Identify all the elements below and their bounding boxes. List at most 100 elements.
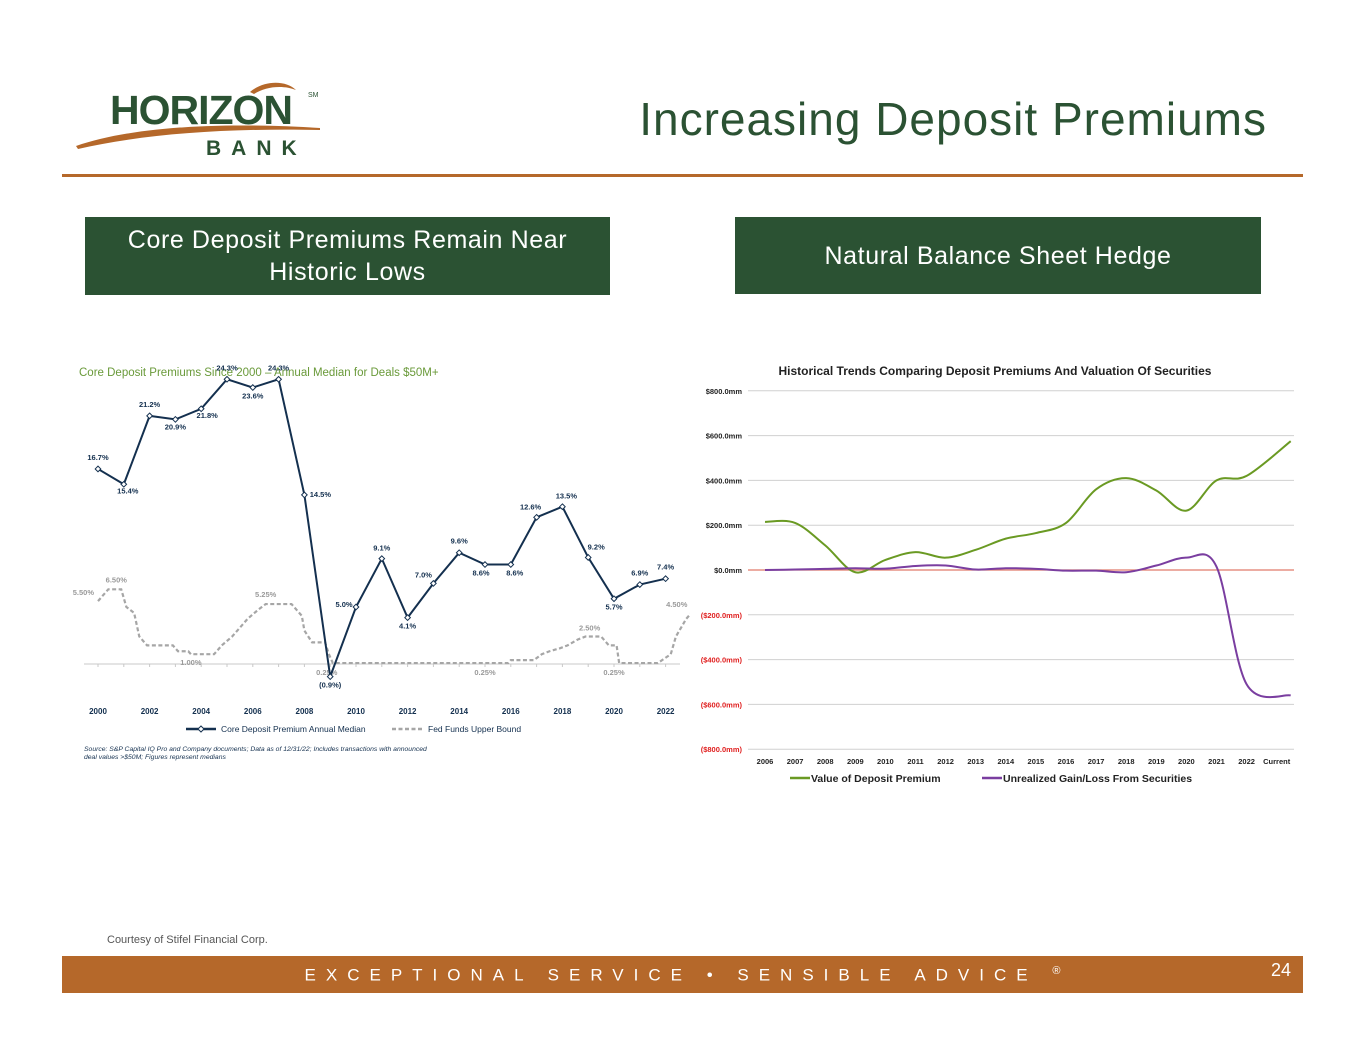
- fed-funds-label: 0.25%: [316, 668, 338, 677]
- core-premium-point: [352, 603, 360, 611]
- x-tick-label: 2010: [877, 757, 894, 766]
- core-premium-point: [610, 595, 618, 603]
- x-tick-label: 2010: [347, 707, 365, 716]
- core-premium-point: [533, 513, 541, 521]
- x-tick-label: 2018: [1118, 757, 1135, 766]
- core-premium-label: 24.3%: [216, 363, 238, 372]
- core-premium-label: 21.2%: [139, 400, 161, 409]
- legend-securities-label: Unrealized Gain/Loss From Securities: [1003, 773, 1192, 785]
- core-premium-point: [94, 465, 102, 473]
- core-premium-label: 7.4%: [657, 563, 674, 572]
- y-tick-label: $0.0mm: [714, 566, 742, 575]
- deposit-premium-line: [764, 440, 1292, 574]
- core-premium-label: 4.1%: [399, 622, 416, 631]
- core-premium-label: 21.8%: [197, 411, 219, 420]
- core-premium-label: 9.6%: [451, 537, 468, 546]
- page-title: Increasing Deposit Premiums: [639, 93, 1267, 145]
- fed-funds-label: 5.25%: [255, 590, 277, 599]
- footer-slogan: EXCEPTIONAL SERVICE • SENSIBLE ADVICE ®: [62, 965, 1303, 986]
- x-tick-label: 2007: [787, 757, 804, 766]
- x-tick-label: 2013: [967, 757, 984, 766]
- courtesy-note: Courtesy of Stifel Financial Corp.: [107, 934, 268, 946]
- logo-wordmark: HORIZON: [110, 87, 292, 133]
- core-premium-point: [146, 412, 154, 420]
- legend-core-label: Core Deposit Premium Annual Median: [221, 724, 366, 734]
- logo-swoosh: [76, 125, 320, 149]
- x-tick-label: 2014: [450, 707, 468, 716]
- left-panel-header-text: Core Deposit Premiums Remain Near Histor…: [127, 226, 568, 286]
- x-tick-label: 2017: [1088, 757, 1105, 766]
- core-premium-label: 20.9%: [165, 422, 187, 431]
- fed-funds-line: [97, 588, 690, 665]
- securities-gain-loss-line: [764, 553, 1291, 699]
- x-tick-label: Current: [1263, 757, 1291, 766]
- horizon-bank-logo: HORIZON SM BANK: [76, 82, 320, 160]
- fed-funds-label: 4.50%: [666, 600, 688, 609]
- core-premium-label: (0.9%): [319, 681, 342, 690]
- x-tick-label: 2022: [657, 707, 675, 716]
- y-tick-label: $400.0mm: [706, 476, 743, 485]
- core-premium-label: 8.6%: [472, 569, 489, 578]
- core-premium-label: 9.2%: [588, 542, 605, 551]
- title-divider: [62, 174, 1303, 177]
- core-premium-point: [120, 480, 128, 488]
- core-premium-label: 12.6%: [520, 502, 542, 511]
- core-premium-point: [326, 673, 334, 681]
- core-premium-label: 5.0%: [335, 600, 352, 609]
- x-tick-label: 2006: [244, 707, 262, 716]
- registered-mark: ®: [1052, 965, 1061, 977]
- core-premium-label: 14.5%: [310, 490, 332, 499]
- core-premium-point: [275, 375, 283, 383]
- x-tick-label: 2004: [192, 707, 210, 716]
- core-premium-point: [171, 415, 179, 423]
- core-premium-label: 24.3%: [268, 363, 290, 372]
- x-tick-label: 2018: [554, 707, 572, 716]
- x-tick-label: 2020: [605, 707, 623, 716]
- legend-deposit-premium-label: Value of Deposit Premium: [811, 773, 941, 785]
- x-tick-label: 2008: [296, 707, 314, 716]
- x-tick-label: 2016: [1058, 757, 1075, 766]
- core-premium-point: [378, 555, 386, 563]
- legend-fed-label: Fed Funds Upper Bound: [428, 724, 521, 734]
- x-tick-label: 2014: [997, 757, 1015, 766]
- core-premium-label: 16.7%: [87, 453, 109, 462]
- core-premium-label: 23.6%: [242, 392, 264, 401]
- fed-funds-label: 2.50%: [579, 624, 601, 633]
- x-tick-label: 2015: [1028, 757, 1045, 766]
- fed-funds-label: 0.25%: [474, 668, 496, 677]
- core-premium-point: [507, 561, 515, 569]
- core-premium-point: [404, 614, 412, 622]
- source-note-line: deal values >$50M; Figures represent med…: [84, 754, 226, 761]
- historical-trends-chart: Historical Trends Comparing Deposit Prem…: [701, 364, 1294, 785]
- y-tick-label: ($600.0mm): [701, 700, 743, 709]
- core-premium-point: [455, 549, 463, 557]
- core-premium-point: [223, 375, 231, 383]
- core-premium-point: [300, 491, 308, 499]
- page-number: 24: [1270, 960, 1291, 980]
- x-tick-label: 2012: [937, 757, 954, 766]
- x-tick-label: 2008: [817, 757, 834, 766]
- logo-arc: [250, 82, 296, 94]
- core-premium-point: [584, 553, 592, 561]
- core-premium-label: 9.1%: [373, 544, 390, 553]
- fed-funds-label: 6.50%: [106, 575, 128, 584]
- core-premium-point: [558, 503, 566, 511]
- core-deposit-premiums-chart: Core Deposit Premiums Since 2000 – Annua…: [73, 363, 690, 761]
- logo-subword: BANK: [206, 137, 307, 160]
- core-premium-point: [249, 384, 257, 392]
- core-premium-label: 15.4%: [117, 486, 139, 495]
- y-tick-label: $200.0mm: [706, 521, 743, 530]
- x-tick-label: 2022: [1238, 757, 1255, 766]
- core-premium-point: [429, 579, 437, 587]
- x-tick-label: 2021: [1208, 757, 1225, 766]
- legend-core-marker: [197, 725, 205, 733]
- core-premium-point: [481, 561, 489, 569]
- y-tick-label: ($800.0mm): [701, 745, 743, 754]
- y-tick-label: $600.0mm: [706, 432, 743, 441]
- core-premium-point: [662, 575, 670, 583]
- x-tick-label: 2006: [757, 757, 774, 766]
- footer-bar: EXCEPTIONAL SERVICE • SENSIBLE ADVICE ® …: [62, 956, 1303, 993]
- source-note-line: Source: S&P Capital IQ Pro and Company d…: [84, 746, 427, 753]
- y-tick-label: ($400.0mm): [701, 656, 743, 665]
- x-tick-label: 2016: [502, 707, 520, 716]
